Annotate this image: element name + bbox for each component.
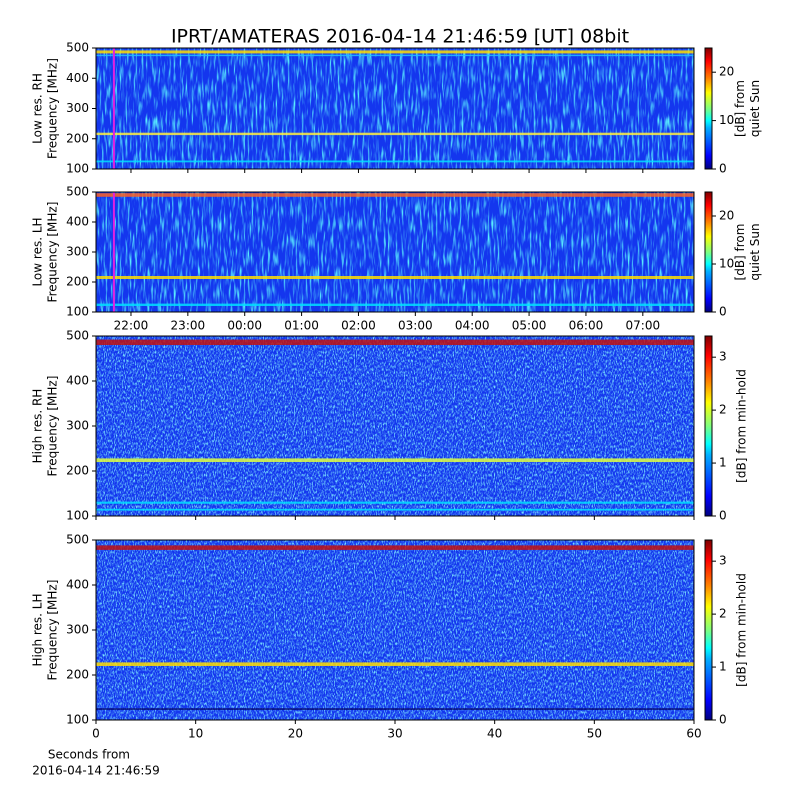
colorbar-tick-label: 0 [719, 713, 727, 727]
y-tick-label: 300 [66, 623, 89, 637]
spectrogram-band [96, 339, 694, 345]
x-tick-label: 06:00 [569, 319, 604, 333]
spectrogram-texture [96, 540, 694, 720]
y-tick-label: 500 [66, 41, 89, 55]
x-tick-label: 02:00 [341, 319, 376, 333]
colorbar [704, 539, 713, 721]
x-tick-label: 00:00 [227, 319, 262, 333]
chart-title: IPRT/AMATERAS 2016-04-14 21:46:59 [UT] 0… [171, 26, 629, 48]
spectrogram-band [96, 508, 694, 511]
x-tick-label: 0 [92, 727, 100, 741]
colorbar-tick-label: 0 [719, 509, 727, 523]
y-tick-label: 400 [66, 374, 89, 388]
y-tick-label: 200 [66, 464, 89, 478]
colorbar-tick-label: 20 [719, 209, 734, 223]
spectrogram-texture [96, 336, 694, 516]
colorbar-tick-label: 20 [719, 65, 734, 79]
y-tick-label: 100 [66, 305, 89, 319]
colorbar-tick-label: 10 [719, 113, 734, 127]
spectrogram-band [96, 54, 694, 57]
spectrogram-texture [96, 48, 694, 169]
y-tick-label: 100 [66, 713, 89, 727]
colorbar [704, 335, 713, 517]
y-tick-label: 500 [66, 329, 89, 343]
spectrogram-band [96, 662, 694, 666]
y-tick-label: 100 [66, 509, 89, 523]
y-axis-label: High res. RH [31, 389, 45, 464]
y-tick-label: 200 [66, 131, 89, 145]
y-tick-label: 200 [66, 275, 89, 289]
x-axis-label: Seconds from [48, 748, 130, 762]
y-axis-label: Frequency [MHz] [46, 580, 60, 681]
spectrogram-band [96, 303, 694, 306]
spectrogram-texture [96, 192, 694, 312]
colorbar-tick-label: 0 [719, 162, 727, 176]
x-tick-label: 01:00 [284, 319, 319, 333]
colorbar-tick-label: 10 [719, 257, 734, 271]
spectrogram-band [96, 160, 694, 163]
colorbar-label: [dB] from min-hold [735, 573, 749, 687]
x-tick-label: 22:00 [114, 319, 149, 333]
y-axis-label: Frequency [MHz] [46, 58, 60, 159]
y-tick-label: 500 [66, 533, 89, 547]
colorbar-label: [dB] from [733, 80, 747, 137]
y-tick-label: 500 [66, 185, 89, 199]
colorbar-tick-label: 2 [719, 403, 727, 417]
y-tick-label: 300 [66, 101, 89, 115]
y-axis-label: Low res. RH [31, 73, 45, 144]
colorbar [704, 47, 713, 170]
x-axis-label: 2016-04-14 21:46:59 [32, 764, 159, 778]
x-tick-label: 05:00 [512, 319, 547, 333]
spectrogram-band [96, 276, 694, 279]
y-axis-label: Frequency [MHz] [46, 376, 60, 477]
x-tick-label: 07:00 [626, 319, 661, 333]
spectrogram-band [96, 708, 694, 710]
x-tick-label: 60 [686, 727, 701, 741]
y-tick-label: 400 [66, 578, 89, 592]
x-tick-label: 20 [288, 727, 303, 741]
y-tick-label: 300 [66, 419, 89, 433]
x-tick-label: 40 [487, 727, 502, 741]
y-tick-label: 200 [66, 668, 89, 682]
y-axis-label: Frequency [MHz] [46, 202, 60, 303]
colorbar-label: quiet Sun [748, 223, 762, 280]
y-tick-label: 400 [66, 215, 89, 229]
colorbar-tick-label: 3 [719, 350, 727, 364]
x-tick-label: 50 [587, 727, 602, 741]
y-axis-label: High res. LH [31, 593, 45, 666]
colorbar-label: [dB] from min-hold [735, 369, 749, 483]
spectrogram-band [96, 132, 694, 136]
spectrogram-band [96, 545, 694, 550]
colorbar-label: quiet Sun [748, 80, 762, 137]
x-tick-label: 03:00 [398, 319, 433, 333]
colorbar-tick-label: 0 [719, 305, 727, 319]
spectrogram-band [96, 50, 694, 54]
spectrogram-band [96, 458, 694, 462]
colorbar-label: [dB] from [733, 224, 747, 281]
y-tick-label: 100 [66, 162, 89, 176]
colorbar-tick-label: 3 [719, 554, 727, 568]
colorbar-tick-label: 2 [719, 607, 727, 621]
y-axis-label: Low res. LH [31, 217, 45, 286]
x-tick-label: 30 [387, 727, 402, 741]
colorbar-tick-label: 1 [719, 660, 727, 674]
y-tick-label: 400 [66, 71, 89, 85]
spectrogram-band [96, 501, 694, 504]
colorbar-tick-label: 1 [719, 456, 727, 470]
x-tick-label: 04:00 [455, 319, 490, 333]
spectrogram-band [96, 193, 694, 197]
colorbar [704, 191, 713, 313]
x-tick-label: 23:00 [171, 319, 206, 333]
x-tick-label: 10 [188, 727, 203, 741]
y-tick-label: 300 [66, 245, 89, 259]
